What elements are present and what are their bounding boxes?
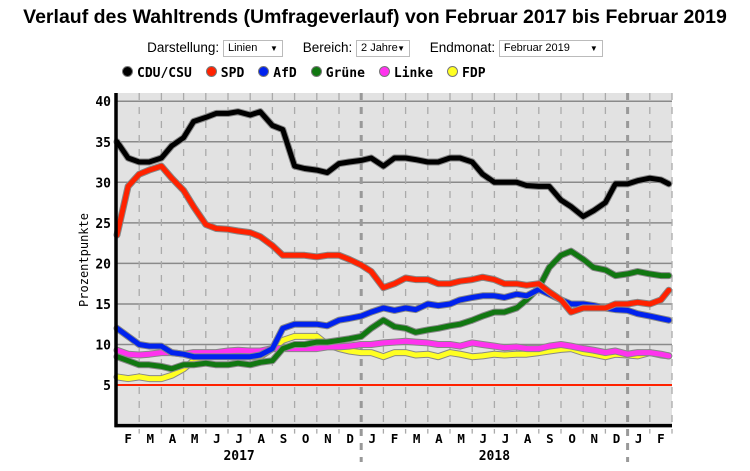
chart-controls: Darstellung: Linien ▼ Bereich: 2 Jahre ▼ E… bbox=[0, 40, 750, 57]
series-line-grüne bbox=[114, 248, 672, 372]
chevron-down-icon: ▼ bbox=[589, 44, 598, 53]
display-mode-select[interactable]: Linien ▼ bbox=[222, 40, 283, 57]
end-month-value: Februar 2019 bbox=[503, 42, 570, 54]
month-label: J bbox=[369, 431, 377, 446]
series-line-spd bbox=[114, 163, 672, 315]
series-line-afd bbox=[114, 286, 672, 360]
legend-dot-icon bbox=[378, 66, 390, 77]
month-label: S bbox=[546, 431, 554, 446]
legend-dot-icon bbox=[447, 66, 459, 77]
month-label: N bbox=[591, 431, 599, 446]
month-label: J bbox=[635, 431, 643, 446]
month-label: N bbox=[324, 431, 332, 446]
legend-label: SPD bbox=[220, 66, 245, 81]
legend-dot-icon bbox=[310, 66, 322, 77]
y-tick-label: 5 bbox=[103, 379, 111, 394]
month-label: J bbox=[235, 431, 243, 446]
end-month-control: Endmonat: Februar 2019 ▼ bbox=[430, 40, 603, 57]
range-label: Bereich: bbox=[302, 40, 353, 56]
legend-item-fdp[interactable]: FDP bbox=[447, 66, 486, 81]
y-tick-label: 35 bbox=[95, 136, 111, 151]
y-tick-label: 40 bbox=[95, 95, 111, 110]
y-tick-label: 10 bbox=[95, 339, 111, 354]
month-label: D bbox=[346, 431, 354, 446]
month-label: M bbox=[147, 431, 155, 446]
month-label: O bbox=[302, 431, 310, 446]
y-tick-label: 15 bbox=[95, 298, 111, 313]
legend-label: AfD bbox=[273, 66, 297, 81]
month-label: A bbox=[258, 431, 266, 446]
legend-item-afd[interactable]: AfD bbox=[258, 66, 297, 81]
month-label: M bbox=[457, 431, 465, 446]
range-select[interactable]: 2 Jahre ▼ bbox=[356, 40, 411, 57]
month-label: A bbox=[169, 431, 177, 446]
series-line-cducsu bbox=[114, 109, 672, 219]
legend-dot-icon bbox=[122, 66, 133, 77]
year-label: 2018 bbox=[479, 449, 510, 464]
legend-item-cducsu[interactable]: CDU/CSU bbox=[122, 66, 192, 81]
year-label: 2017 bbox=[223, 449, 254, 464]
y-tick-label: 20 bbox=[95, 257, 111, 272]
page-title: Verlauf des Wahltrends (Umfrageverlauf) … bbox=[23, 6, 727, 28]
legend-label: Linke bbox=[393, 66, 434, 81]
legend-label: CDU/CSU bbox=[137, 66, 192, 81]
month-label: A bbox=[435, 431, 443, 446]
range-control: Bereich: 2 Jahre ▼ bbox=[302, 40, 411, 57]
month-label: M bbox=[413, 431, 421, 446]
legend: CDU/CSU SPD AfD Grüne Linke FDP bbox=[122, 66, 500, 81]
end-month-label: Endmonat: bbox=[429, 40, 496, 56]
legend-label: FDP bbox=[462, 66, 486, 81]
y-tick-label: 30 bbox=[95, 176, 111, 191]
month-label: F bbox=[391, 431, 399, 446]
y-tick-label: 25 bbox=[95, 217, 111, 232]
legend-item-grüne[interactable]: Grüne bbox=[310, 66, 365, 81]
range-value: 2 Jahre bbox=[361, 42, 398, 54]
display-mode-value: Linien bbox=[227, 42, 258, 54]
month-label: S bbox=[280, 431, 288, 446]
series-line-linke bbox=[114, 338, 672, 359]
chevron-down-icon: ▼ bbox=[397, 44, 406, 53]
end-month-select[interactable]: Februar 2019 ▼ bbox=[498, 40, 603, 57]
month-label: O bbox=[568, 431, 576, 446]
y-axis-label: Prozentpunkte bbox=[77, 213, 91, 307]
month-label: J bbox=[502, 431, 510, 446]
legend-dot-icon bbox=[205, 66, 217, 77]
display-mode-control: Darstellung: Linien ▼ bbox=[147, 40, 283, 57]
display-mode-label: Darstellung: bbox=[147, 40, 220, 56]
chevron-down-icon: ▼ bbox=[270, 44, 278, 53]
month-label: J bbox=[480, 431, 488, 446]
month-label: D bbox=[613, 431, 621, 446]
month-label: J bbox=[213, 431, 221, 446]
month-label: A bbox=[524, 431, 532, 446]
legend-label: Grüne bbox=[325, 66, 365, 81]
month-label: F bbox=[657, 431, 665, 446]
legend-dot-icon bbox=[258, 66, 270, 77]
month-label: M bbox=[191, 431, 199, 446]
legend-item-spd[interactable]: SPD bbox=[205, 66, 245, 81]
month-label: F bbox=[124, 431, 132, 446]
legend-item-linke[interactable]: Linke bbox=[378, 66, 434, 81]
